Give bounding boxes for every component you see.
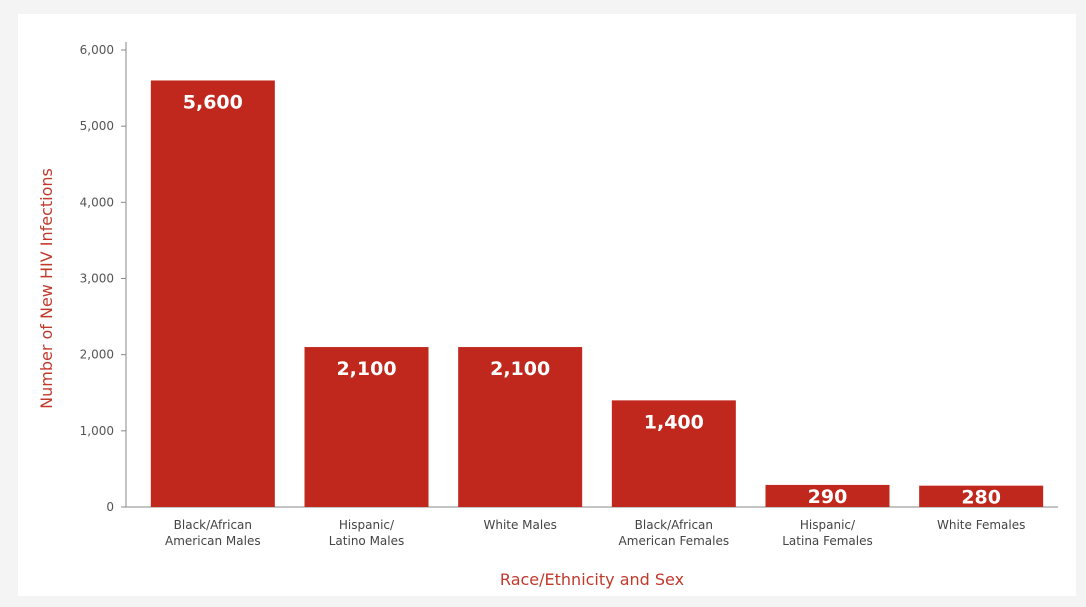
chart-panel: 0 1,000 2,000 3,000 4,000 5,000 6,000 5,600 2,1… — [18, 14, 1076, 596]
bar — [151, 80, 275, 507]
category-label: Hispanic/Latino Males — [329, 518, 405, 548]
y-tick-label: 1,000 — [80, 424, 114, 438]
bar-chart: 0 1,000 2,000 3,000 4,000 5,000 6,000 5,600 2,1… — [18, 14, 1076, 596]
y-tick-label: 4,000 — [80, 195, 114, 209]
y-ticks: 0 1,000 2,000 3,000 4,000 5,000 6,000 — [80, 43, 126, 514]
y-tick-label: 5,000 — [80, 119, 114, 133]
category-label: Black/African American Females — [619, 518, 730, 548]
category-label: Black/African American Males — [165, 518, 261, 548]
category-label: White Females — [937, 518, 1025, 532]
category-label: Hispanic/Latina Females — [782, 518, 873, 548]
bar-value-label: 1,400 — [644, 411, 704, 433]
y-axis-title: Number of New HIV Infections — [37, 168, 56, 409]
y-tick-label: 6,000 — [80, 43, 114, 57]
category-labels: Black/African American Males Hispanic/Lati… — [165, 518, 1025, 548]
category-label: White Males — [483, 518, 556, 532]
bars — [151, 80, 1043, 507]
bar-value-label: 290 — [808, 486, 848, 508]
y-tick-label: 2,000 — [80, 348, 114, 362]
bar-value-label: 5,600 — [183, 91, 243, 113]
bar-value-label: 2,100 — [490, 358, 550, 380]
bar-value-label: 2,100 — [336, 358, 396, 380]
x-axis-title: Race/Ethnicity and Sex — [500, 570, 684, 589]
y-tick-label: 3,000 — [80, 272, 114, 286]
bar-value-label: 280 — [961, 487, 1001, 509]
y-tick-label: 0 — [106, 500, 114, 514]
